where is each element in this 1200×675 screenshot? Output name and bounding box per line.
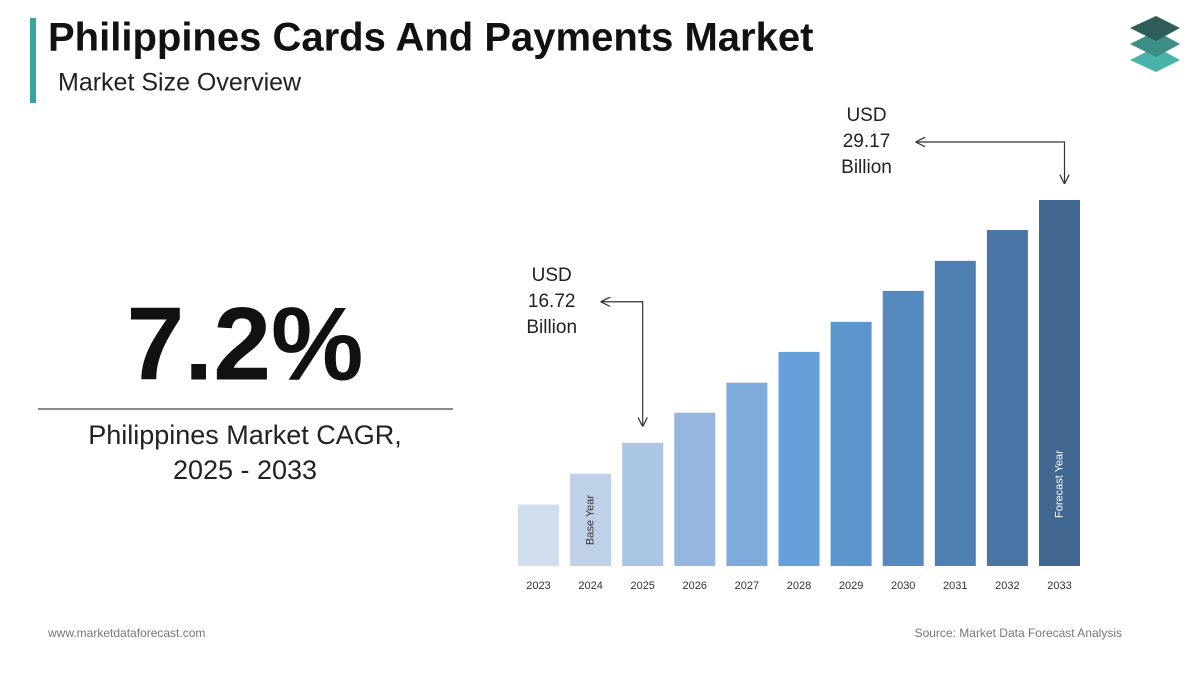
annotation-arrow [602, 302, 643, 426]
bar [986, 230, 1028, 567]
x-tick-label: 2024 [578, 580, 602, 592]
bar [622, 442, 664, 566]
bar [830, 321, 872, 566]
annotation-arrow [917, 142, 1065, 183]
x-tick-label: 2027 [735, 580, 759, 592]
x-tick-label: 2028 [787, 580, 811, 592]
website: www.marketdataforecast.com [47, 626, 205, 640]
annotation: USD 16.72 Billion [526, 265, 642, 426]
x-tick-label: 2033 [1047, 580, 1071, 592]
x-tick-label: 2031 [943, 580, 967, 592]
annotation: USD 29.17 Billion [841, 105, 1064, 183]
x-tick-label: 2023 [526, 580, 550, 592]
cagr-caption: 2025 - 2033 [173, 455, 317, 485]
x-tick-label: 2029 [839, 580, 863, 592]
bar [1039, 200, 1080, 566]
value-label: USD 16.72 Billion [526, 265, 577, 338]
x-tick-label: 2026 [683, 580, 707, 592]
bar [674, 412, 716, 566]
x-tick-label: 2032 [995, 580, 1019, 592]
bar [934, 260, 976, 566]
logo [1130, 16, 1180, 72]
bar [882, 290, 924, 566]
x-tick-label: 2025 [630, 580, 654, 592]
title: Philippines Cards And Payments Market [48, 16, 813, 60]
cagr-caption: Philippines Market CAGR, [88, 420, 402, 450]
title-accent [30, 18, 36, 103]
source: Source: Market Data Forecast Analysis [915, 626, 1122, 640]
cagr-value: 7.2% [126, 286, 363, 402]
x-tick-label: 2030 [891, 580, 915, 592]
subtitle: Market Size Overview [58, 69, 302, 97]
bar [778, 351, 820, 566]
bar [726, 382, 768, 566]
value-label: USD 29.17 Billion [841, 105, 892, 178]
bar-note: Base Year [585, 495, 597, 545]
bar [518, 504, 559, 566]
bar-note: Forecast Year [1053, 450, 1065, 518]
bar [570, 473, 612, 566]
